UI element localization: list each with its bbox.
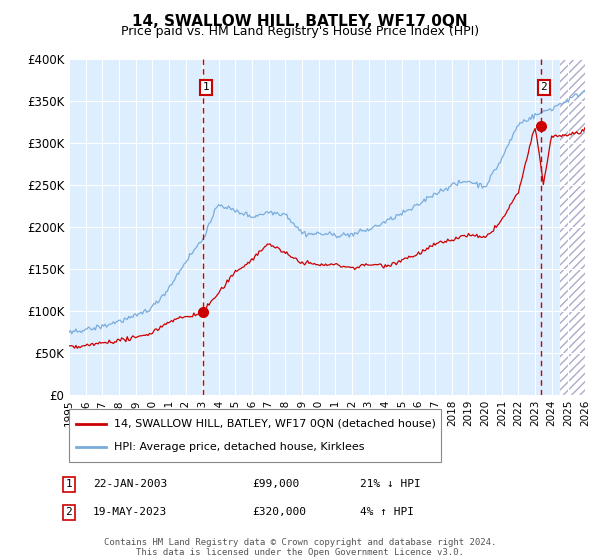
Text: 1: 1 bbox=[65, 479, 73, 489]
Text: 14, SWALLOW HILL, BATLEY, WF17 0QN: 14, SWALLOW HILL, BATLEY, WF17 0QN bbox=[132, 14, 468, 29]
Text: 22-JAN-2003: 22-JAN-2003 bbox=[93, 479, 167, 489]
Text: 2: 2 bbox=[541, 82, 547, 92]
Text: 19-MAY-2023: 19-MAY-2023 bbox=[93, 507, 167, 517]
Text: £99,000: £99,000 bbox=[252, 479, 299, 489]
Text: 21% ↓ HPI: 21% ↓ HPI bbox=[360, 479, 421, 489]
Text: 4% ↑ HPI: 4% ↑ HPI bbox=[360, 507, 414, 517]
Text: 1: 1 bbox=[202, 82, 209, 92]
Text: Price paid vs. HM Land Registry's House Price Index (HPI): Price paid vs. HM Land Registry's House … bbox=[121, 25, 479, 38]
Text: Contains HM Land Registry data © Crown copyright and database right 2024.
This d: Contains HM Land Registry data © Crown c… bbox=[104, 538, 496, 557]
Text: 2: 2 bbox=[65, 507, 73, 517]
Text: 14, SWALLOW HILL, BATLEY, WF17 0QN (detached house): 14, SWALLOW HILL, BATLEY, WF17 0QN (deta… bbox=[113, 419, 436, 429]
FancyBboxPatch shape bbox=[69, 409, 441, 462]
Text: HPI: Average price, detached house, Kirklees: HPI: Average price, detached house, Kirk… bbox=[113, 442, 364, 452]
Text: £320,000: £320,000 bbox=[252, 507, 306, 517]
